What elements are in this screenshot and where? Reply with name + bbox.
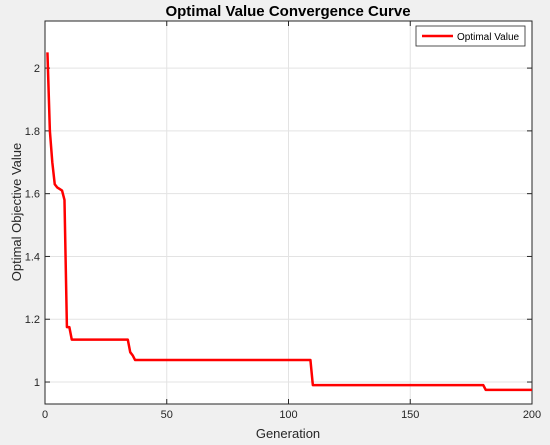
chart-title: Optimal Value Convergence Curve <box>165 3 410 20</box>
series-line <box>46 52 532 392</box>
x-tick-label: 0 <box>42 409 48 421</box>
legend: Optimal Value <box>415 25 526 47</box>
y-tick-label: 2 <box>34 63 40 75</box>
x-tick-label: 100 <box>279 409 297 421</box>
x-axis-label: Generation <box>256 426 320 441</box>
y-tick-label: 1.4 <box>25 251 40 263</box>
x-tick-label: 50 <box>161 409 173 421</box>
y-tick-label: 1.8 <box>25 126 40 138</box>
y-axis-label: Optimal Objective Value <box>9 143 24 282</box>
grid <box>44 21 533 404</box>
legend-label: Optimal Value <box>457 32 520 43</box>
axis-ticks: 0 50 100 150 200 1 1.2 1.4 1.6 1.8 2 <box>25 21 541 421</box>
legend-box <box>415 25 526 47</box>
y-tick-label: 1.2 <box>25 314 40 326</box>
x-tick-label: 150 <box>401 409 419 421</box>
x-tick-label: 200 <box>523 409 541 421</box>
y-tick-label: 1.6 <box>25 189 40 201</box>
series-layer <box>46 52 532 392</box>
y-tick-label: 1 <box>34 377 40 389</box>
